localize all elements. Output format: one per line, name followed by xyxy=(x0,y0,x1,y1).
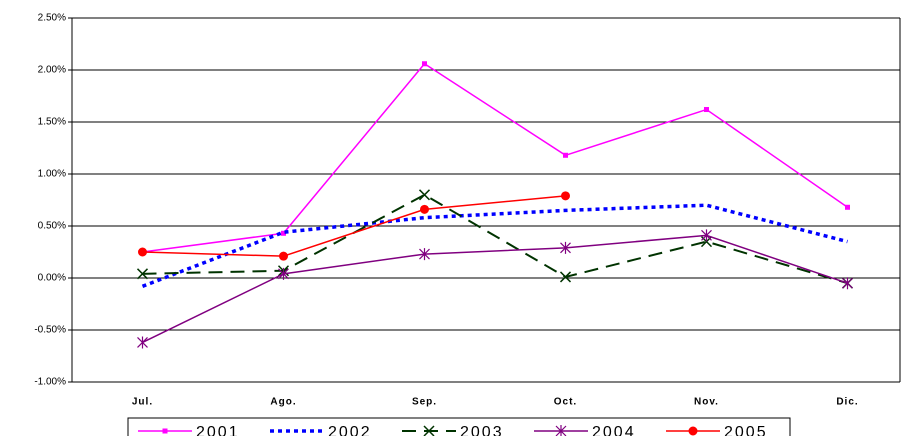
marker xyxy=(845,204,850,210)
y-tick-label: 1.50% xyxy=(38,117,66,128)
series-line xyxy=(142,62,848,253)
x-tick-label: Jul. xyxy=(132,397,153,408)
series-line xyxy=(141,203,848,288)
x-tick-label: Sep. xyxy=(412,397,437,408)
marker xyxy=(560,241,571,254)
legend-box xyxy=(127,417,791,436)
series-line xyxy=(142,193,848,285)
legend-label: 2005 xyxy=(724,424,768,436)
legend-label: 2002 xyxy=(328,424,372,436)
marker xyxy=(420,204,429,214)
series-line xyxy=(142,234,848,344)
y-tick-label: 2.50% xyxy=(38,13,66,24)
series-line xyxy=(142,195,566,257)
y-tick-label: 0.00% xyxy=(38,273,66,284)
marker xyxy=(563,152,568,158)
marker xyxy=(422,61,427,67)
marker xyxy=(701,229,712,242)
marker xyxy=(559,271,572,283)
marker xyxy=(418,189,431,201)
y-tick-label: -0.50% xyxy=(34,325,66,336)
marker xyxy=(137,336,148,349)
marker xyxy=(278,267,289,280)
series xyxy=(141,203,848,288)
y-tick-label: 0.50% xyxy=(38,221,66,232)
marker xyxy=(279,251,288,261)
marker xyxy=(162,428,168,434)
marker xyxy=(704,107,709,113)
series xyxy=(138,191,570,261)
x-tick-label: Dic. xyxy=(836,397,858,408)
marker xyxy=(842,277,853,290)
y-tick-label: -1.00% xyxy=(34,377,66,388)
marker xyxy=(419,248,430,261)
y-tick-label: 2.00% xyxy=(38,65,66,76)
marker xyxy=(555,425,567,436)
legend-label: 2003 xyxy=(460,424,504,436)
series xyxy=(140,61,850,255)
marker xyxy=(136,268,149,280)
legend-label: 2001 xyxy=(196,424,240,436)
x-tick-label: Nov. xyxy=(694,397,719,408)
marker xyxy=(561,191,570,201)
marker xyxy=(423,425,435,436)
marker xyxy=(138,247,147,257)
legend-label: 2004 xyxy=(592,424,636,436)
marker xyxy=(688,426,698,436)
x-tick-label: Oct. xyxy=(554,397,577,408)
x-tick-label: Ago. xyxy=(270,397,296,408)
y-tick-label: 1.00% xyxy=(38,169,66,180)
series xyxy=(137,229,853,349)
